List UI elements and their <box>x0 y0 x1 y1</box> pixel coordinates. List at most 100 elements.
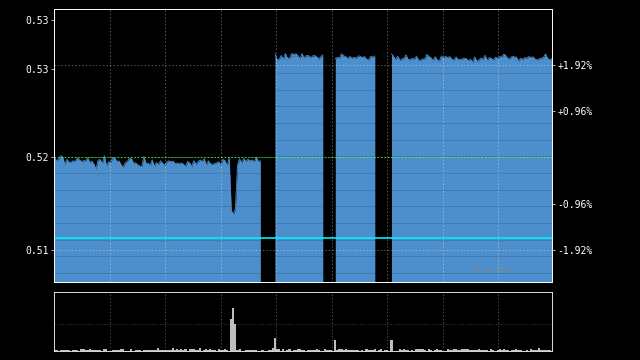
Bar <box>438 350 440 351</box>
Bar <box>399 348 401 351</box>
Bar <box>532 350 534 351</box>
Bar <box>342 350 345 351</box>
Bar <box>68 350 70 351</box>
Bar <box>209 350 211 351</box>
Bar <box>545 350 547 351</box>
Bar <box>412 350 413 351</box>
Bar <box>424 350 426 351</box>
Bar <box>538 348 540 351</box>
Bar <box>415 349 417 351</box>
Bar <box>268 350 269 351</box>
Bar <box>276 349 278 351</box>
Bar <box>309 350 312 351</box>
Text: sina.com: sina.com <box>472 265 509 274</box>
Bar <box>548 350 550 351</box>
Bar <box>316 350 317 351</box>
Bar <box>542 350 545 351</box>
Bar <box>478 349 480 351</box>
Bar <box>453 348 455 351</box>
Bar <box>384 350 387 351</box>
Bar <box>401 350 403 351</box>
Bar <box>505 350 507 351</box>
Bar <box>317 350 320 351</box>
Bar <box>286 350 289 351</box>
Bar <box>226 350 228 351</box>
Bar <box>193 349 195 351</box>
Bar <box>405 350 407 351</box>
Bar <box>91 350 93 351</box>
Bar <box>457 350 459 351</box>
Bar <box>84 350 86 351</box>
Bar <box>64 350 66 351</box>
Bar <box>191 350 193 351</box>
Bar <box>374 350 376 351</box>
Bar <box>534 350 536 351</box>
Bar <box>170 350 172 351</box>
Bar <box>387 350 388 351</box>
Bar <box>172 348 174 351</box>
Bar <box>324 349 326 351</box>
Bar <box>499 349 500 351</box>
Bar <box>407 350 409 351</box>
Bar <box>337 350 339 351</box>
Bar <box>214 350 216 351</box>
Bar <box>328 350 330 351</box>
Bar <box>355 350 357 351</box>
Bar <box>199 348 201 351</box>
Bar <box>255 350 257 351</box>
Bar <box>164 350 166 351</box>
Bar <box>482 350 484 351</box>
Bar <box>347 350 349 351</box>
Bar <box>370 350 372 351</box>
Bar <box>447 349 449 351</box>
Bar <box>136 350 139 351</box>
Bar <box>351 350 353 351</box>
Bar <box>349 350 351 351</box>
Bar <box>420 349 422 351</box>
Bar <box>83 349 84 351</box>
Bar <box>143 350 145 351</box>
Bar <box>428 349 430 351</box>
Bar <box>520 350 522 351</box>
Bar <box>513 350 515 351</box>
Bar <box>218 348 220 351</box>
Bar <box>340 349 342 351</box>
Bar <box>330 350 332 351</box>
Bar <box>66 350 68 351</box>
Bar <box>540 350 542 351</box>
Bar <box>312 350 314 351</box>
Bar <box>357 350 359 351</box>
Bar <box>362 350 364 351</box>
Bar <box>465 349 467 351</box>
Bar <box>507 350 509 351</box>
Bar <box>339 350 340 351</box>
Bar <box>436 349 438 351</box>
Bar <box>157 348 159 351</box>
Bar <box>89 350 91 351</box>
Bar <box>372 350 374 351</box>
Bar <box>161 350 164 351</box>
Bar <box>292 350 294 351</box>
Bar <box>525 350 528 351</box>
Bar <box>467 350 470 351</box>
Bar <box>103 349 106 351</box>
Bar <box>511 350 513 351</box>
Bar <box>205 349 207 351</box>
Bar <box>153 350 156 351</box>
Bar <box>536 350 538 351</box>
Bar <box>307 350 309 351</box>
Bar <box>517 350 520 351</box>
Bar <box>174 350 176 351</box>
Bar <box>470 350 472 351</box>
Bar <box>297 348 299 351</box>
Bar <box>455 350 457 351</box>
Bar <box>274 338 276 351</box>
Bar <box>474 350 476 351</box>
Bar <box>547 350 548 351</box>
Bar <box>166 350 168 351</box>
Bar <box>203 350 205 351</box>
Bar <box>99 350 101 351</box>
Bar <box>430 350 432 351</box>
Bar <box>106 349 108 351</box>
Bar <box>480 350 482 351</box>
